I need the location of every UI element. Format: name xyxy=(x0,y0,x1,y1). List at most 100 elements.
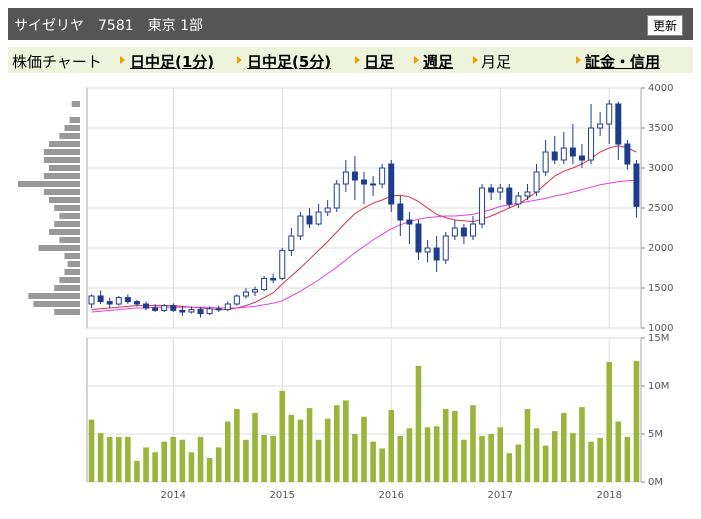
volume-bar xyxy=(270,435,276,482)
candle-body xyxy=(115,297,122,305)
volume-bar xyxy=(315,439,322,482)
candle-body xyxy=(606,103,613,125)
volume-bar xyxy=(533,428,540,482)
volume-bar xyxy=(388,410,395,482)
volume-profile-bar xyxy=(28,293,80,299)
candle-body xyxy=(188,309,195,313)
volume-profile-bar xyxy=(43,149,80,155)
volume-bar xyxy=(297,419,304,482)
volume-bar xyxy=(197,436,204,482)
volume-bar xyxy=(379,448,385,482)
candle-body xyxy=(588,127,595,161)
volume-bar xyxy=(279,390,286,482)
volume-profile-bar xyxy=(38,245,80,251)
volume-bar xyxy=(570,433,576,482)
x-tick-label: 2014 xyxy=(161,490,186,501)
tab-arrow xyxy=(237,56,242,64)
candle-body xyxy=(624,143,631,165)
volume-bar xyxy=(252,412,258,482)
volume-bar xyxy=(115,436,122,482)
y-tick-label: 0M xyxy=(648,477,663,488)
volume-profile-bar xyxy=(67,261,80,267)
header-title: サイゼリヤ 7581 東京 1部 xyxy=(14,18,203,34)
volume-bar xyxy=(397,435,404,482)
tab-link[interactable]: 週足 xyxy=(423,53,454,71)
candle-body xyxy=(633,163,640,207)
volume-profile-bar xyxy=(54,285,80,291)
candle-body xyxy=(324,207,331,213)
candle-body xyxy=(279,249,286,279)
candle-body xyxy=(506,187,513,205)
volume-bar xyxy=(370,441,376,482)
volume-profile-bar xyxy=(43,173,80,179)
candle-body xyxy=(152,307,159,311)
candle-body xyxy=(551,151,558,161)
y-tick-label: 1000 xyxy=(648,323,673,334)
volume-bar xyxy=(88,419,95,482)
volume-bar xyxy=(406,428,413,482)
x-tick-label: 2015 xyxy=(270,490,295,501)
tab-link[interactable]: 日足 xyxy=(364,53,395,71)
volume-bar xyxy=(152,452,158,482)
volume-bar xyxy=(633,361,640,482)
candle-body xyxy=(333,183,340,209)
candle-body xyxy=(261,277,268,291)
volume-bar xyxy=(606,362,613,482)
volume-bar xyxy=(306,408,313,482)
volume-bar xyxy=(442,409,449,482)
candle-body xyxy=(297,215,304,237)
volume-bar xyxy=(352,434,358,482)
candle-body xyxy=(433,247,440,261)
tab-arrow xyxy=(120,56,125,64)
volume-profile-bar xyxy=(49,229,80,235)
volume-profile-bar xyxy=(54,309,80,315)
tab-bar: 株価チャート 日中足(1分) 日中足(5分) 日足 週足 月足 証金・信用 xyxy=(8,47,693,73)
candle-body xyxy=(497,187,504,193)
candle-body xyxy=(361,179,367,185)
volume-profile-bar xyxy=(71,101,80,107)
candle-body xyxy=(242,291,249,297)
refresh-button[interactable]: 更新 xyxy=(646,15,683,36)
volume-bar xyxy=(488,434,494,482)
tab-link[interactable]: 日中足(1分) xyxy=(130,53,215,71)
volume-profile-bar xyxy=(49,141,80,147)
y-tick-label: 4000 xyxy=(648,83,673,94)
volume-profile-bar xyxy=(49,197,80,203)
candle-body xyxy=(524,191,531,197)
candle-body xyxy=(315,211,322,225)
volume-bar xyxy=(97,433,104,482)
volume-profile-bar xyxy=(59,133,80,139)
volume-profile-bar xyxy=(59,213,80,219)
volume-bar xyxy=(288,414,295,482)
candle-body xyxy=(479,187,486,225)
candle-body xyxy=(424,247,431,253)
volume-profile-bar xyxy=(43,157,80,163)
tab-label: 株価チャート xyxy=(12,53,102,71)
tab-link[interactable]: 証金・信用 xyxy=(585,53,661,71)
volume-bar xyxy=(106,436,113,482)
candle-body xyxy=(569,147,576,157)
volume-bar xyxy=(243,439,249,482)
candle-body xyxy=(406,219,413,225)
volume-bar xyxy=(561,412,567,482)
header-bar: サイゼリヤ 7581 東京 1部 更新 xyxy=(8,8,693,40)
candle-body xyxy=(488,187,495,193)
candle-body xyxy=(270,277,277,281)
tab-link[interactable]: 日中足(5分) xyxy=(247,53,332,71)
volume-bar xyxy=(143,447,149,482)
tab-arrow xyxy=(355,56,360,64)
volume-bar xyxy=(170,436,177,482)
volume-bar xyxy=(524,409,531,482)
candle-body xyxy=(233,295,240,305)
volume-bar xyxy=(261,434,267,482)
candle-body xyxy=(206,308,213,315)
volume-bar xyxy=(579,407,585,482)
candle-body xyxy=(143,303,150,309)
volume-profile-bar xyxy=(64,125,80,131)
volume-bar xyxy=(134,460,140,482)
candle-body xyxy=(224,303,231,311)
volume-profile-bar xyxy=(43,189,80,195)
candle-body xyxy=(560,147,567,161)
volume-bar xyxy=(515,444,522,482)
volume-profile-bar xyxy=(64,253,80,259)
